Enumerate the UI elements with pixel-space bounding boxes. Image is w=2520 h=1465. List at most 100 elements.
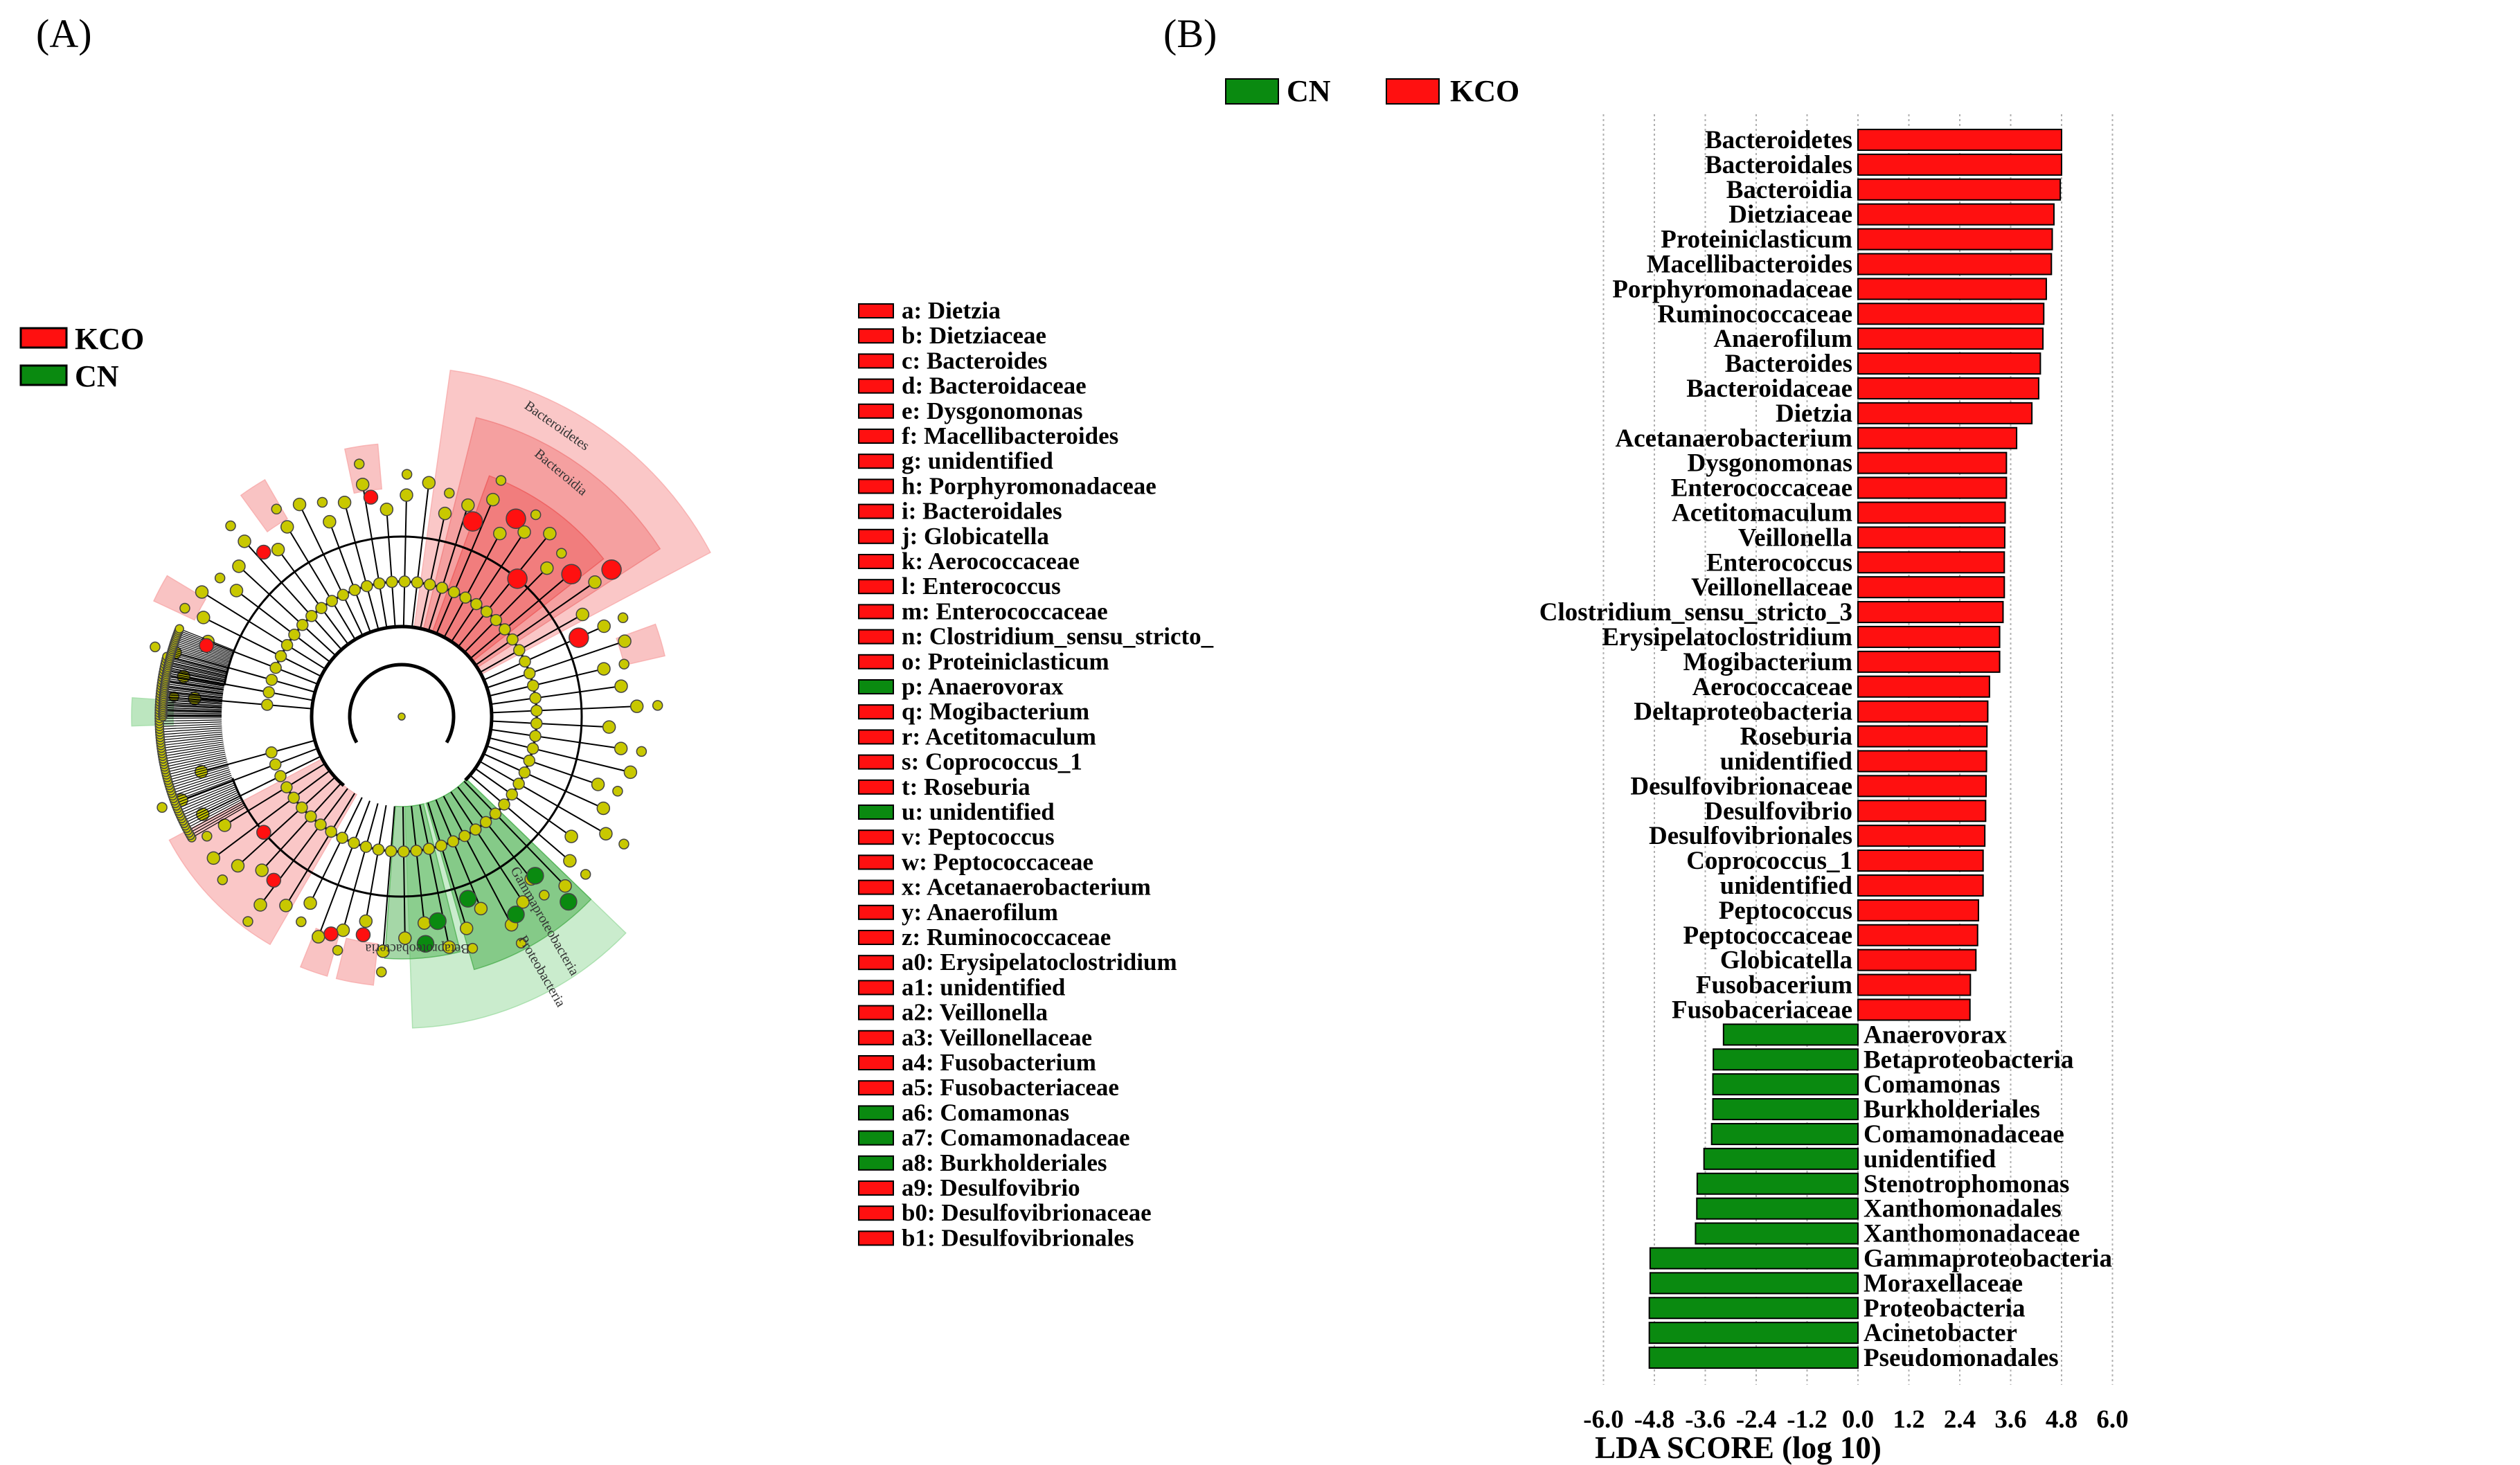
cladogram-node (323, 514, 337, 529)
cladogram-branch (171, 651, 229, 668)
key-item: h: Porphyromonadaceae (902, 472, 1156, 499)
bar-label: Acinetobacter (1864, 1319, 2017, 1347)
cladogram-node (564, 829, 578, 843)
cladogram-branch (177, 784, 235, 809)
bar-label: Globicatella (1720, 946, 1852, 975)
key-item: r: Acetitomaculum (902, 723, 1096, 750)
lda-bar (1857, 949, 1977, 971)
cladogram-branch (343, 502, 379, 630)
cladogram-branch (470, 573, 571, 659)
x-tick-label: 6.0 (2096, 1405, 2128, 1434)
cladogram-branch (237, 776, 336, 867)
cladogram-node (398, 575, 411, 588)
cladogram-node (359, 914, 373, 928)
key-swatch (858, 904, 894, 920)
lda-bar (1857, 352, 2041, 375)
bar-label: Coprococcus_1 (1686, 847, 1852, 875)
cladogram-branch (489, 737, 631, 773)
cladogram-node (530, 717, 543, 730)
lda-bar (1648, 1347, 1859, 1369)
cladogram-branch (490, 728, 621, 750)
key-item: e: Dysgonomonas (902, 397, 1083, 424)
cladogram-branch (160, 731, 223, 738)
cladogram-branch (165, 679, 224, 690)
bar-label: Bacteroidia (1726, 176, 1852, 204)
bar-label: Bacteroides (1725, 350, 1852, 378)
lda-bar (1857, 601, 2004, 624)
lda-bar (1648, 1297, 1859, 1320)
legend-kco-swatch (19, 327, 68, 349)
cladogram-branch (169, 767, 229, 786)
lda-bar (1703, 1147, 1859, 1170)
cladogram-branch (464, 567, 548, 653)
cladogram-branch (161, 739, 224, 749)
cladogram-branch (479, 760, 607, 835)
cladogram-branch (178, 786, 236, 811)
bar-label: Comamonas (1864, 1070, 2000, 1099)
lda-bar (1857, 924, 1978, 946)
cladogram-branch (286, 526, 356, 640)
lda-bar (1857, 874, 1984, 897)
cladogram-branch (159, 727, 222, 732)
key-item: m: Enterococcaceae (902, 597, 1108, 624)
key-item: l: Enterococcus (902, 573, 1061, 600)
cladogram-node (242, 916, 253, 927)
cladogram-node (206, 851, 221, 865)
cladogram-node (479, 816, 492, 829)
cladogram-branch (489, 668, 605, 697)
key-item: a8: Burkholderiales (902, 1149, 1107, 1176)
lda-bar (1857, 303, 2045, 325)
cladogram-node (271, 503, 282, 515)
bar-label: Burkholderiales (1864, 1095, 2040, 1124)
cladogram-branch (165, 661, 226, 676)
cladogram-node (202, 830, 213, 842)
lda-bar (1857, 650, 2001, 673)
cladogram-node (265, 746, 278, 759)
cladogram-branch (164, 687, 224, 695)
cladogram-node (287, 791, 300, 804)
lda-bar (1857, 228, 2053, 251)
cladogram-node (506, 633, 519, 646)
cladogram-branch (457, 786, 532, 880)
x-tick-label: 3.6 (1994, 1405, 2026, 1434)
cladogram-branch (483, 753, 604, 809)
lda-bar (1857, 526, 2005, 549)
key-swatch (858, 729, 894, 745)
cladogram-node (461, 498, 475, 512)
lda-bar (1857, 750, 1987, 773)
bar-label: Desulfovibrio (1704, 797, 1852, 825)
cladogram-legend: KCO CN (19, 322, 144, 393)
cladogram-node (507, 568, 528, 589)
lda-bar (1857, 625, 2001, 648)
lda-bar (1857, 278, 2047, 300)
cladogram-branch (479, 613, 583, 673)
cladogram-node (179, 602, 190, 614)
clade-shade-small (240, 478, 289, 533)
cladogram-branch (160, 696, 222, 703)
cladogram-branch (235, 590, 331, 663)
cladogram-node (305, 610, 318, 622)
cladogram-node (591, 778, 605, 791)
lda-bar (1857, 253, 2053, 276)
key-item: a5: Fusobacteriaceae (902, 1074, 1119, 1101)
bar-label: Gammaproteobacteria (1864, 1244, 2112, 1273)
cladogram-node (612, 786, 623, 797)
cladogram-branch (195, 697, 312, 710)
cladogram-branch (436, 499, 494, 634)
cladogram-node (438, 506, 452, 521)
lda-bar (1857, 451, 2008, 474)
cladogram-node (337, 496, 352, 510)
cladogram-node (411, 576, 424, 589)
cladogram-ring (348, 663, 456, 744)
key-item: a2: Veillonella (902, 999, 1048, 1026)
key-item: g: unidentified (902, 447, 1053, 474)
cladogram-branch (162, 744, 224, 755)
key-item: p: Anaerovorax (902, 673, 1064, 700)
cladogram-branch (161, 737, 223, 746)
clade-label: Betaproteobacteria (365, 941, 470, 956)
lda-bar (1696, 1172, 1859, 1195)
cladogram-node (597, 662, 611, 676)
lda-bar (1857, 973, 1972, 996)
cladogram-node (543, 526, 557, 541)
legend-cn-swatch (19, 364, 68, 386)
